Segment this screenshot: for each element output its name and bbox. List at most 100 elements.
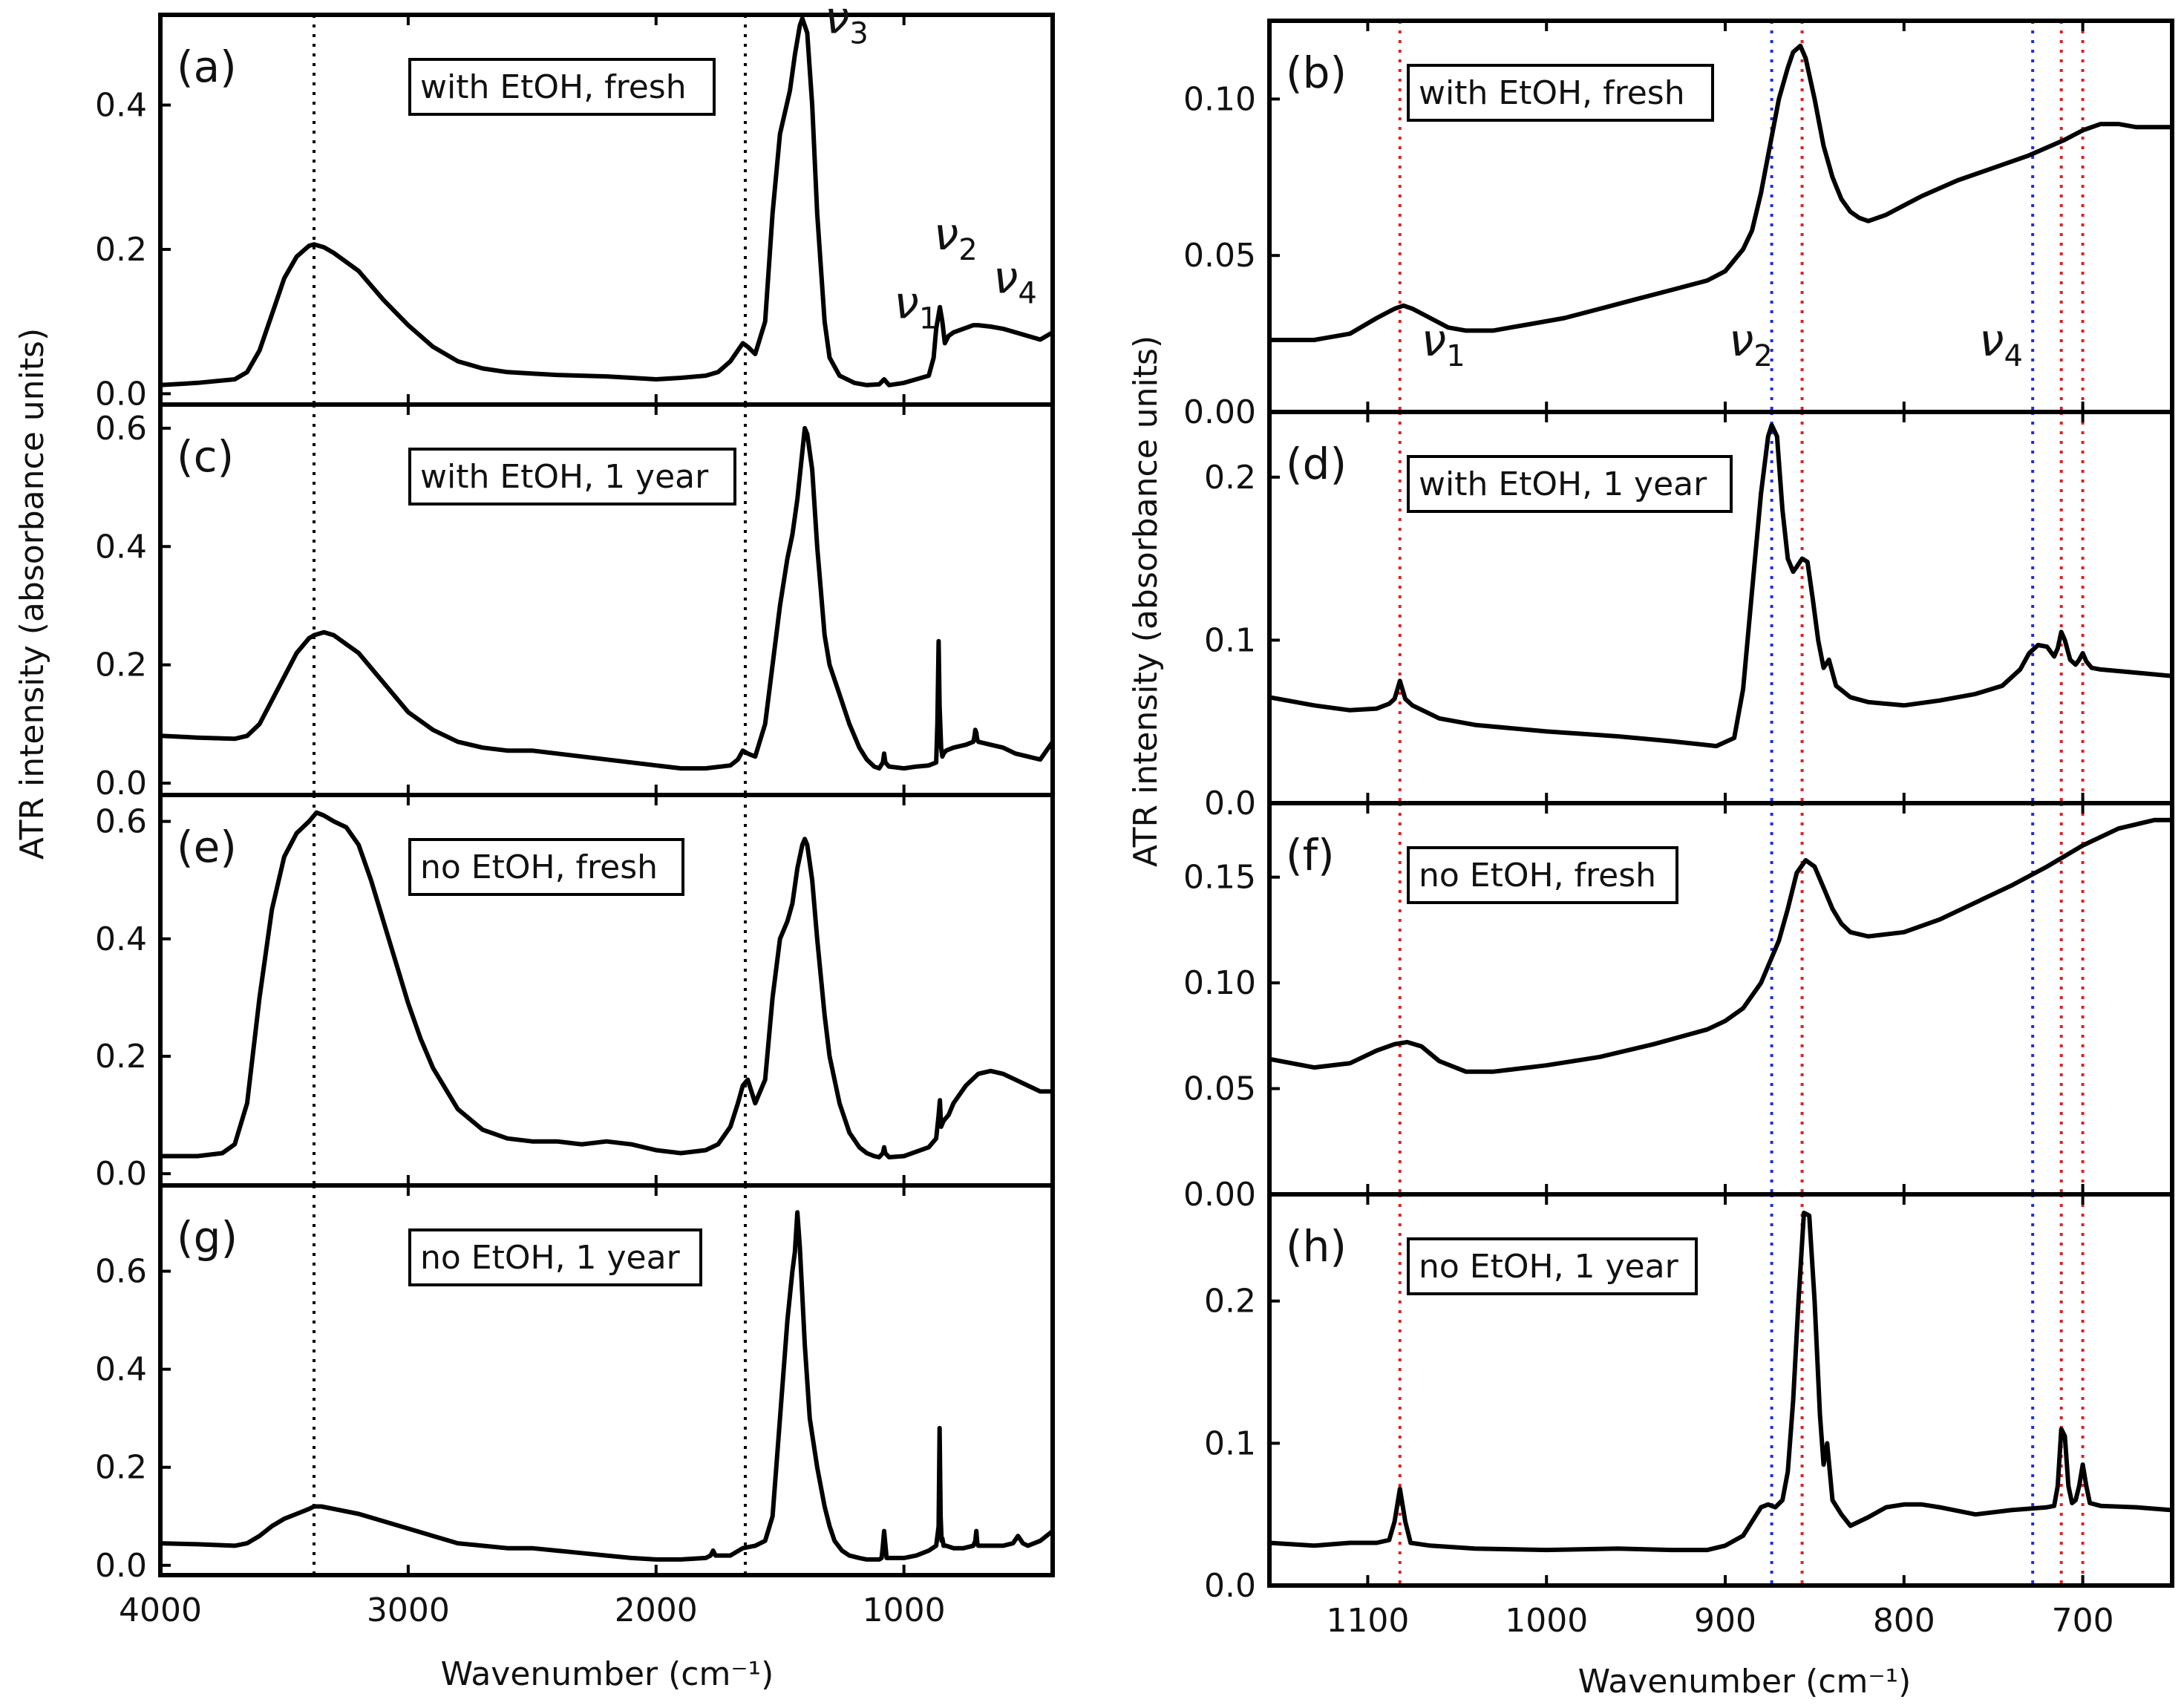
panel-b-legend-box <box>1407 64 1714 122</box>
panel-g-ytick-label-3: 0.6 <box>95 1253 147 1291</box>
panel-c-series-0 <box>160 425 1053 771</box>
annotation-base: ν <box>1729 315 1754 367</box>
right-ylabel: ATR intensity (absorbance units) <box>1127 336 1165 867</box>
panel-a-ytick-label-1: 0.2 <box>95 231 147 269</box>
panel-c-ytick-label-2: 0.4 <box>95 528 147 566</box>
panel-g: 0.0 0.2 0.4 0.6 4000 3000 2000 1000 (g) no EtOH, … <box>95 1183 1055 1629</box>
annotation-base: ν <box>1422 315 1447 367</box>
panel-h-ytick-label-0: 0.0 <box>1204 1567 1256 1605</box>
panel-h-xtick-label-3: 800 <box>1873 1602 1935 1640</box>
left-xlabel: Wavenumber (cm⁻¹) <box>441 1655 774 1693</box>
annotation-subscript: 2 <box>1753 339 1772 373</box>
panel-d-series-0 <box>1269 422 2172 749</box>
panel-e-ytick-label-0: 0.0 <box>95 1155 147 1193</box>
panel-d-legend-text: with EtOH, 1 year <box>1419 465 1707 503</box>
panel-a-legend-box <box>408 58 716 116</box>
annotation-subscript: 1 <box>1446 339 1465 373</box>
panel-h-legend-text: no EtOH, 1 year <box>1419 1248 1679 1286</box>
panel-e-ytick-label-2: 0.4 <box>95 920 147 958</box>
panel-g-legend-text: no EtOH, 1 year <box>420 1239 681 1277</box>
panel-h-xtick-label-0: 1100 <box>1326 1602 1409 1640</box>
panel-h-xtick-label-4: 700 <box>2052 1602 2114 1640</box>
panel-h-ytick-label-2: 0.2 <box>1204 1283 1256 1321</box>
panel-h-legend-box <box>1407 1237 1698 1295</box>
panel-a-annotation-nu3: ν3 <box>825 0 869 50</box>
panel-d-ytick-label-2: 0.2 <box>1204 459 1256 497</box>
panel-d-ytick-label-0: 0.0 <box>1204 785 1256 822</box>
annotation-subscript: 2 <box>958 233 977 267</box>
panel-a-letter: (a) <box>177 42 237 92</box>
panel-d-ytick-label-1: 0.1 <box>1204 621 1256 659</box>
panel-h-ytick-label-1: 0.1 <box>1204 1424 1256 1462</box>
panel-h-xtick-label-1: 1000 <box>1505 1602 1588 1640</box>
panel-g-xtick-label-1: 3000 <box>367 1591 450 1629</box>
panel-a-ytick-label-0: 0.0 <box>95 375 147 413</box>
annotation-base: ν <box>993 252 1019 304</box>
panel-e-legend-text: no EtOH, fresh <box>420 848 658 886</box>
panel-b-ytick-label-1: 0.05 <box>1183 237 1256 275</box>
panel-e-ytick-label-3: 0.6 <box>95 803 147 841</box>
panel-f-legend-box <box>1407 846 1678 904</box>
annotation-subscript: 3 <box>849 16 868 50</box>
panel-g-xtick-label-2: 2000 <box>615 1591 698 1629</box>
annotation-subscript: 1 <box>919 301 938 336</box>
annotation-base: ν <box>1979 315 2004 367</box>
panel-c-letter: (c) <box>177 431 234 482</box>
panel-g-legend-box <box>408 1228 702 1286</box>
panel-a-ytick-label-2: 0.4 <box>95 87 147 125</box>
panel-g-frame <box>158 1183 1055 1577</box>
panel-f: 0.00 0.05 0.10 0.15 (f) no EtOH, fresh <box>1183 801 2174 1214</box>
panel-c-ytick-label-0: 0.0 <box>95 765 147 802</box>
panel-h-frame <box>1267 1192 2174 1588</box>
panel-f-ytick-label-0: 0.00 <box>1183 1176 1256 1214</box>
panel-f-letter: (f) <box>1286 830 1335 880</box>
panel-b-letter: (b) <box>1286 48 1347 98</box>
panel-g-letter: (g) <box>177 1212 238 1263</box>
panel-g-xtick-label-0: 4000 <box>119 1591 202 1629</box>
panel-e: 0.0 0.2 0.4 0.6 (e) no EtOH, fresh <box>95 793 1055 1193</box>
panel-d-letter: (d) <box>1286 439 1347 489</box>
panel-c-ytick-label-3: 0.6 <box>95 410 147 448</box>
panels: 0.00.20.4(a) with EtOH, freshν3ν2ν1ν40.00… <box>95 0 2174 1640</box>
panel-b-annotation-nu1: ν1 <box>1422 315 1465 373</box>
panel-c-legend-text: with EtOH, 1 year <box>420 458 709 496</box>
panel-g-series-0 <box>160 1210 1053 1562</box>
annotation-base: ν <box>825 0 850 44</box>
panel-d: 0.0 0.1 0.2 (d) with EtOH, 1 year <box>1204 410 2174 822</box>
panel-b-annotation-nu2: ν2 <box>1729 315 1773 373</box>
panel-h-xtick-label-2: 900 <box>1694 1602 1756 1640</box>
panel-g-xtick-label-3: 1000 <box>863 1591 946 1629</box>
panel-a-series-0 <box>160 16 1053 387</box>
panel-g-ytick-label-2: 0.4 <box>95 1351 147 1389</box>
panel-b-ytick-label-0: 0.00 <box>1183 393 1256 431</box>
panel-a-annotation-nu2: ν2 <box>934 209 978 267</box>
annotation-subscript: 4 <box>2004 339 2022 373</box>
panel-e-legend-box <box>408 838 684 896</box>
panel-b-legend-text: with EtOH, fresh <box>1419 74 1685 112</box>
panel-e-letter: (e) <box>177 822 237 872</box>
panel-f-ytick-label-2: 0.10 <box>1183 964 1256 1002</box>
panel-a-legend-text: with EtOH, fresh <box>420 68 687 106</box>
annotation-subscript: 4 <box>1018 276 1036 310</box>
panel-e-series-0 <box>160 810 1053 1159</box>
annotation-base: ν <box>894 277 919 329</box>
left-ylabel: ATR intensity (absorbance units) <box>13 328 51 860</box>
panel-f-ytick-label-3: 0.15 <box>1183 859 1256 897</box>
panel-h-series-0 <box>1269 1210 2172 1553</box>
panel-b-series-0 <box>1269 43 2172 342</box>
panel-e-ytick-label-1: 0.2 <box>95 1038 147 1076</box>
panel-f-ytick-label-1: 0.05 <box>1183 1070 1256 1108</box>
panel-f-series-0 <box>1269 817 2172 1074</box>
annotation-base: ν <box>934 209 959 261</box>
panel-a-annotation-nu1: ν1 <box>894 277 938 336</box>
panel-g-ytick-label-0: 0.0 <box>95 1547 147 1585</box>
panel-c-ytick-label-1: 0.2 <box>95 647 147 684</box>
panel-a-annotation-nu4: ν4 <box>993 252 1037 310</box>
panel-b-annotation-nu4: ν4 <box>1979 315 2023 373</box>
panel-g-ytick-label-1: 0.2 <box>95 1449 147 1487</box>
panel-h-letter: (h) <box>1286 1221 1347 1272</box>
